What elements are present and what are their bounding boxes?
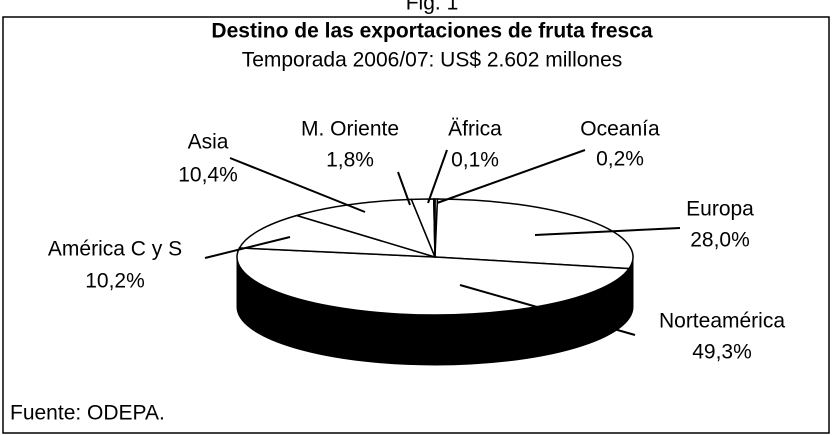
- leader-line: [534, 227, 681, 236]
- leader-line: [436, 149, 586, 204]
- leader-line: [204, 236, 291, 259]
- chart-subtitle: Temporada 2006/07: US$ 2.602 millones: [242, 49, 623, 72]
- pie-slice: [432, 198, 436, 258]
- slice-label: Norteamérica: [659, 310, 785, 333]
- slice-label: Oceanía: [580, 118, 660, 141]
- value-label: 49,3%: [692, 341, 752, 364]
- leader-line: [459, 284, 636, 336]
- frame: [2, 16, 830, 434]
- pie-slice: [294, 198, 437, 259]
- pie-slice: [238, 214, 436, 258]
- slice-label: Asia: [188, 131, 229, 154]
- value-label: 10,4%: [178, 164, 238, 187]
- value-label: 28,0%: [690, 229, 750, 252]
- source: Fuente: ODEPA.: [10, 402, 165, 425]
- leader-line: [397, 171, 411, 206]
- value-label: 0,2%: [596, 148, 644, 171]
- pie-slice: [434, 198, 634, 270]
- value-label: 1,8%: [326, 149, 374, 172]
- figure-label: Fig. 1: [406, 0, 459, 15]
- leader-line: [229, 157, 366, 213]
- slice-label: M. Oriente: [301, 118, 399, 141]
- slice-label: Äfrica: [448, 118, 502, 141]
- leader-line: [427, 149, 448, 204]
- value-label: 10,2%: [85, 270, 145, 293]
- slice-label: América C y S: [48, 238, 182, 261]
- slice-label: Europa: [686, 198, 754, 221]
- chart-title: Destino de las exportaciones de fruta fr…: [211, 20, 652, 43]
- pie-slice: [236, 247, 631, 316]
- value-label: 0,1%: [451, 149, 499, 172]
